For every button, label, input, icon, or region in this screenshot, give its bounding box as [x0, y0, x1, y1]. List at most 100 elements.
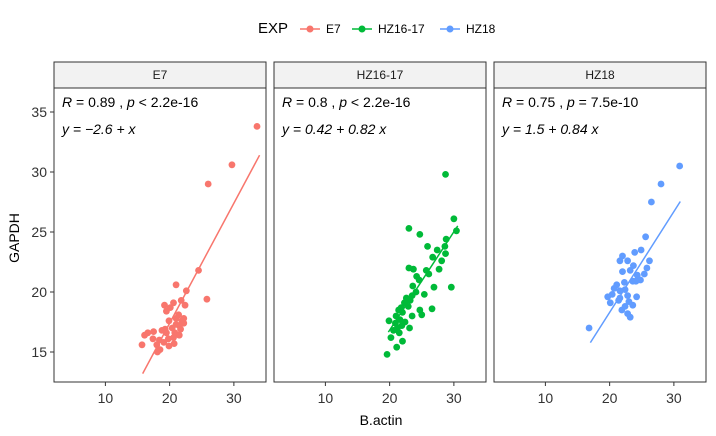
x-tick-label-hz16-17-20: 20: [382, 390, 398, 406]
point-hz16-17-29: [399, 309, 406, 316]
point-hz18-25: [606, 299, 614, 307]
point-e7-5: [172, 281, 180, 289]
point-e7-2: [204, 180, 212, 188]
point-e7-6: [182, 287, 190, 295]
point-e7-36: [180, 315, 188, 322]
regression-line-hz18: [589, 201, 681, 344]
legend-label-hz16-17: HZ16-17: [378, 22, 425, 36]
point-hz16-17-48: [415, 276, 423, 284]
point-hz16-17-24: [406, 297, 414, 304]
x-tick-label-e7-20: 20: [162, 390, 178, 406]
point-hz16-17-42: [393, 343, 401, 351]
point-hz18-29: [618, 306, 626, 314]
point-e7-13: [172, 315, 180, 322]
x-tick-label-hz16-17-10: 10: [318, 390, 334, 406]
point-hz18-31: [626, 313, 634, 321]
point-e7-4: [203, 295, 211, 303]
equation-label-hz18: y = 1.5 + 0.84 x: [501, 121, 600, 137]
point-e7-30: [170, 340, 178, 347]
legend-label-hz18: HZ18: [466, 22, 496, 36]
point-hz18-28: [629, 301, 637, 309]
equation-label-hz16-17: y = 0.42 + 0.82 x: [281, 121, 387, 137]
point-hz16-17-18: [420, 291, 428, 298]
point-hz18-12: [616, 257, 624, 265]
point-e7-3: [195, 267, 202, 274]
point-hz18-9: [630, 262, 637, 269]
x-tick-label-e7-10: 10: [98, 390, 114, 406]
point-hz18-35: [619, 268, 626, 275]
facet-strip-label-e7: E7: [153, 68, 168, 82]
point-hz18-19: [633, 293, 641, 301]
point-hz18-1: [657, 180, 665, 188]
point-hz16-17-12: [416, 231, 424, 238]
point-hz18-32: [616, 287, 624, 295]
point-hz16-17-41: [399, 337, 406, 345]
point-hz18-20: [624, 292, 632, 299]
point-e7-0: [253, 123, 261, 130]
point-hz18-33: [585, 324, 593, 332]
y-tick-label-15: 15: [31, 344, 47, 360]
point-hz18-34: [632, 277, 640, 285]
point-hz16-17-46: [418, 311, 426, 319]
x-tick-label-e7-30: 30: [226, 390, 242, 406]
legend-key-point-hz16-17: [358, 25, 366, 33]
point-hz16-17-47: [406, 324, 413, 332]
equation-label-e7: y = −2.6 + x: [61, 121, 137, 137]
y-tick-label-30: 30: [31, 164, 47, 180]
point-hz18-3: [642, 233, 650, 241]
point-hz16-17-3: [442, 235, 450, 243]
point-e7-7: [177, 297, 185, 304]
correlation-label-hz16-17: R = 0.8 , p < 2.2e-16: [282, 94, 411, 110]
point-hz18-5: [646, 257, 653, 265]
point-hz16-17-16: [430, 283, 438, 291]
point-hz16-17-1: [450, 215, 458, 223]
correlation-label-hz18: R = 0.75 , p = 7.5e-10: [502, 94, 638, 110]
point-e7-8: [181, 301, 189, 309]
point-e7-32: [138, 341, 146, 349]
point-e7-20: [150, 328, 157, 335]
point-e7-10: [161, 301, 168, 309]
point-e7-25: [141, 331, 148, 339]
y-tick-label-35: 35: [31, 104, 47, 120]
legend-key-point-e7: [306, 25, 314, 33]
legend: EXP E7 HZ16-17 HZ18: [258, 20, 496, 37]
point-hz18-7: [640, 270, 648, 278]
point-hz18-24: [615, 297, 623, 304]
legend-title: EXP: [258, 20, 288, 37]
point-hz18-6: [643, 264, 651, 272]
x-axis-title: B.actin: [360, 412, 403, 428]
point-e7-40: [172, 321, 180, 328]
facet-panels: E7 10 20 30 R = 0.89 , p < 2.2e-16 y = −2.6 +…: [53, 61, 707, 406]
point-e7-9: [170, 299, 177, 307]
point-hz16-17-5: [433, 246, 441, 254]
point-hz16-17-0: [442, 171, 449, 178]
legend-key-point-hz18: [446, 25, 454, 33]
facet-strip-hz18: [493, 61, 707, 89]
regression-line-e7: [141, 154, 261, 374]
point-hz16-17-11: [405, 225, 413, 232]
legend-label-e7: E7: [326, 22, 341, 36]
point-hz16-17-38: [390, 327, 397, 334]
point-hz18-13: [626, 267, 634, 274]
x-tick-label-hz18-10: 10: [538, 390, 554, 406]
point-hz18-18: [621, 286, 629, 293]
x-tick-label-hz18-30: 30: [666, 390, 682, 406]
point-e7-24: [175, 331, 183, 339]
y-tick-label-20: 20: [31, 284, 47, 300]
x-tick-label-hz18-20: 20: [602, 390, 618, 406]
y-axis-title: GAPDH: [6, 213, 22, 263]
point-e7-33: [165, 342, 173, 350]
panel-e7: E7 10 20 30 R = 0.89 , p < 2.2e-16 y = −2.6 +…: [53, 61, 267, 406]
point-e7-22: [163, 329, 170, 337]
panel-border-hz16-17: [273, 87, 487, 383]
point-e7-29: [160, 339, 168, 346]
point-e7-41: [165, 317, 173, 325]
point-e7-37: [166, 304, 174, 311]
point-e7-38: [177, 325, 184, 333]
facet-strip-e7: [53, 61, 267, 89]
y-tick-label-25: 25: [31, 224, 47, 240]
panel-border-hz18: [493, 87, 707, 383]
point-hz18-0: [676, 162, 684, 170]
point-hz18-2: [647, 198, 655, 206]
